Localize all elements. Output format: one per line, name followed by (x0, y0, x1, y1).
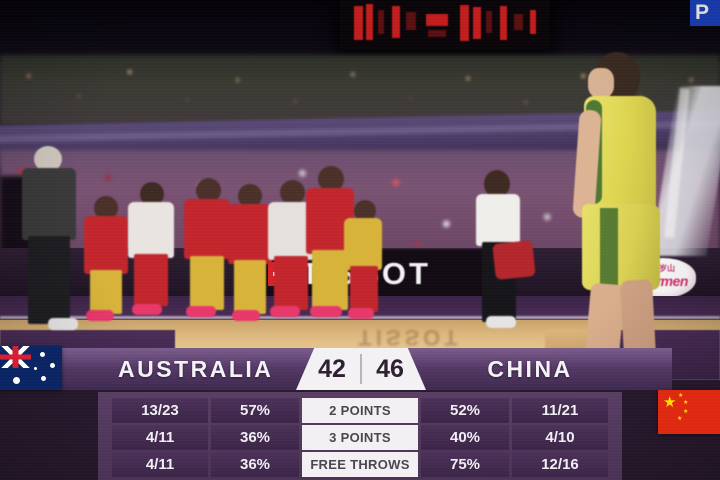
home-made-attempted: 4/11 (112, 452, 208, 477)
coach-figure (12, 146, 86, 336)
home-made-attempted: 4/11 (112, 425, 208, 450)
player-figure (340, 200, 388, 326)
garmen-ad-chinese-text: 百岁山 (651, 264, 675, 273)
away-percentage: 75% (421, 452, 509, 477)
score-bug-overlay: AUSTRALIA 42 46 CHINA ★ ★ ★ ★ ★ 13/23 57… (0, 340, 720, 480)
stat-category-label: 3 POINTS (302, 425, 418, 450)
flag-china-icon: ★ ★ ★ ★ ★ (658, 390, 720, 434)
team-stats-table: 13/23 57% 2 POINTS 52% 11/21 4/11 36% 3 … (98, 392, 622, 480)
score-divider (360, 354, 362, 384)
home-team-name: AUSTRALIA (118, 356, 274, 382)
player-figure (122, 182, 180, 328)
table-row: 13/23 57% 2 POINTS 52% 11/21 (98, 398, 622, 423)
home-percentage: 57% (211, 398, 299, 423)
table-row: 4/11 36% 3 POINTS 40% 4/10 (98, 425, 622, 450)
away-made-attempted: 12/16 (512, 452, 608, 477)
australia-player-figure (572, 52, 680, 360)
away-made-attempted: 4/10 (512, 425, 608, 450)
table-row: 4/11 36% FREE THROWS 75% 12/16 (98, 452, 622, 477)
away-team-name: CHINA (487, 356, 573, 382)
stat-category-label: FREE THROWS (302, 452, 418, 477)
stat-category-label: 2 POINTS (302, 398, 418, 423)
home-percentage: 36% (211, 425, 299, 450)
home-made-attempted: 13/23 (112, 398, 208, 423)
away-percentage: 52% (421, 398, 509, 423)
channel-logo-badge: P (690, 0, 720, 26)
away-percentage: 40% (421, 425, 509, 450)
away-team-score: 46 (376, 354, 404, 383)
score-panel: 42 46 (296, 348, 426, 390)
player-figure (78, 196, 134, 328)
home-team-score: 42 (318, 354, 346, 383)
flag-australia-icon (0, 346, 62, 390)
player-figure (222, 184, 278, 332)
player-figure (300, 166, 360, 332)
overhead-scoreboard (340, 0, 550, 50)
home-percentage: 36% (211, 452, 299, 477)
official-figure (470, 170, 536, 332)
away-made-attempted: 11/21 (512, 398, 608, 423)
player-figure (178, 178, 236, 330)
